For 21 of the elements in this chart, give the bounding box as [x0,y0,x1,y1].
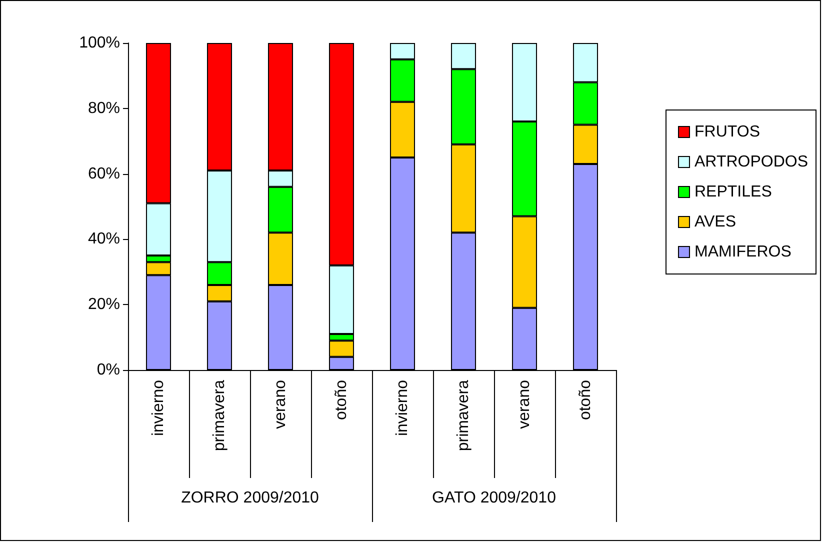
x-tick-label: invierno [394,380,411,436]
text: GATO 2009/2010 [432,490,556,506]
x-tick-label: invierno [150,380,167,436]
x-tick-label: verano [516,380,533,429]
y-tick-label: 80% [88,100,120,117]
x-tick-label: otoño [333,380,350,420]
y-tick-label: 40% [88,230,120,248]
legend-label: AVES [694,214,736,230]
x-tick-label: primavera [455,380,472,452]
x-tick-label: verano [272,380,289,429]
text: ZORRO 2009/2010 [181,490,320,506]
y-tick-label: 0% [96,362,120,378]
y-tick-label: 100% [79,34,120,52]
y-tick-label: 20% [88,296,120,314]
legend-label: FRUTOS [694,124,760,140]
legend-label: ARTROPODOS [694,154,808,170]
x-tick-label: primavera [211,380,228,452]
y-tick-label: 60% [88,165,120,182]
legend-label: MAMIFEROS [694,244,792,260]
x-tick-label: otoño [577,380,594,420]
legend-label: REPTILES [694,184,772,200]
